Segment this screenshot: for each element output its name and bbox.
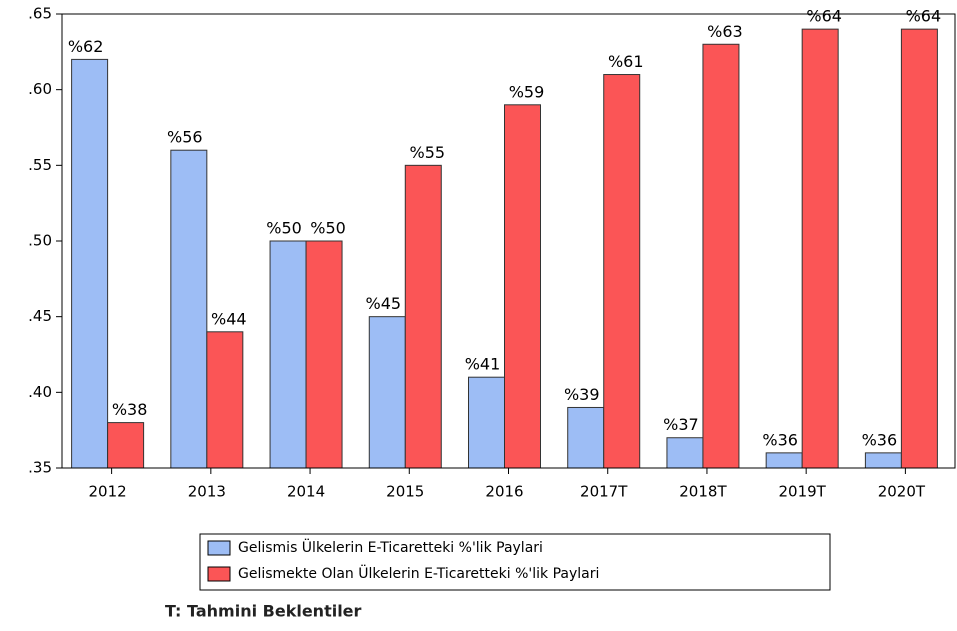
legend-swatch [207, 566, 231, 582]
legend-swatch [207, 540, 231, 556]
bar [269, 240, 307, 469]
x-tick-label: 2019T [778, 483, 826, 501]
y-tick-label: .55 [28, 156, 52, 174]
bar [504, 104, 541, 469]
y-tick-label: .50 [28, 232, 52, 250]
y-tick-label: .35 [28, 459, 52, 477]
bar [305, 240, 343, 469]
value-label: %45 [365, 294, 401, 313]
bar [567, 406, 605, 469]
value-label: %50 [310, 219, 346, 238]
value-label: %50 [266, 219, 302, 238]
x-tick-label: 2012 [89, 483, 127, 501]
bar [71, 58, 109, 469]
legend-label: Gelismekte Olan Ülkelerin E-Ticaretteki … [238, 564, 599, 582]
value-label: %41 [465, 355, 501, 374]
value-label: %36 [762, 430, 798, 449]
x-tick-label: 2020T [878, 483, 926, 501]
value-label: %63 [707, 22, 743, 41]
x-tick-label: 2016 [485, 483, 523, 501]
value-label: %37 [663, 415, 699, 434]
bar [170, 149, 208, 469]
y-tick-label: .40 [28, 383, 52, 401]
x-tick-label: 2015 [386, 483, 424, 501]
bar [368, 316, 406, 469]
x-tick-label: 2017T [580, 483, 628, 501]
value-label: %61 [608, 52, 644, 71]
value-label: %64 [806, 7, 842, 26]
bar [666, 437, 704, 469]
bar [603, 74, 641, 469]
legend-box [199, 533, 831, 591]
value-label: %38 [112, 400, 148, 419]
y-tick-label: .60 [28, 80, 52, 98]
bar [702, 43, 740, 469]
bar [900, 28, 938, 469]
x-tick-label: 2018T [679, 483, 727, 501]
plot-frame [61, 13, 956, 469]
bar [206, 331, 244, 469]
bar [404, 164, 442, 469]
value-label: %59 [509, 82, 545, 101]
annotation: T: Tahmini Beklentiler [165, 602, 362, 621]
y-tick-label: .65 [28, 5, 52, 23]
bar [468, 376, 505, 469]
value-label: %55 [409, 143, 445, 162]
x-tick-label: 2014 [287, 483, 325, 501]
value-label: %56 [167, 128, 203, 147]
bar [864, 452, 902, 469]
value-label: %62 [68, 37, 104, 56]
value-label: %39 [564, 385, 600, 404]
x-tick-label: 2013 [188, 483, 226, 501]
y-tick-label: .45 [28, 307, 52, 325]
bar [801, 28, 839, 469]
value-label: %36 [862, 430, 898, 449]
bar [765, 452, 803, 469]
bar [107, 422, 145, 469]
value-label: %64 [906, 7, 942, 26]
value-label: %44 [211, 309, 247, 328]
legend-label: Gelismis Ülkelerin E-Ticaretteki %'lik P… [238, 538, 543, 556]
